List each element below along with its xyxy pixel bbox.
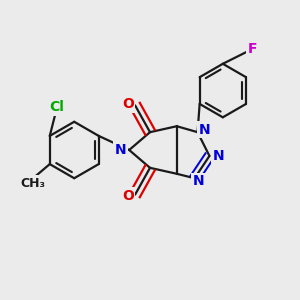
Text: CH₃: CH₃ bbox=[20, 177, 45, 190]
Text: Cl: Cl bbox=[49, 100, 64, 115]
Text: F: F bbox=[248, 42, 257, 56]
Text: O: O bbox=[122, 189, 134, 203]
Text: N: N bbox=[212, 149, 224, 163]
Text: N: N bbox=[115, 143, 126, 157]
Text: N: N bbox=[192, 174, 204, 188]
Text: N: N bbox=[198, 123, 210, 137]
Text: O: O bbox=[122, 97, 134, 111]
